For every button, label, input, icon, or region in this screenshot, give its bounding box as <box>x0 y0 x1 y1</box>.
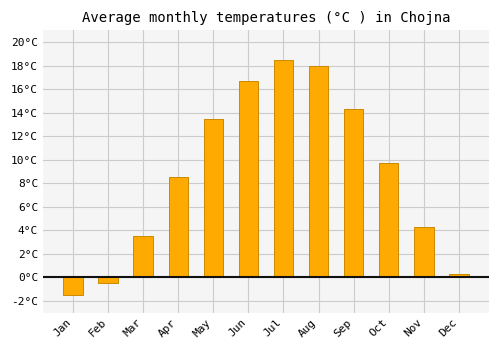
Bar <box>450 274 468 277</box>
Bar <box>63 277 82 295</box>
Bar <box>98 277 117 283</box>
Bar <box>134 236 152 277</box>
Bar <box>309 66 328 277</box>
Title: Average monthly temperatures (°C ) in Chojna: Average monthly temperatures (°C ) in Ch… <box>82 11 450 25</box>
Bar <box>238 81 258 277</box>
Bar <box>204 119 223 277</box>
Bar <box>344 109 364 277</box>
Bar <box>414 227 434 277</box>
Bar <box>379 163 398 277</box>
Bar <box>274 60 293 277</box>
Bar <box>168 177 188 277</box>
